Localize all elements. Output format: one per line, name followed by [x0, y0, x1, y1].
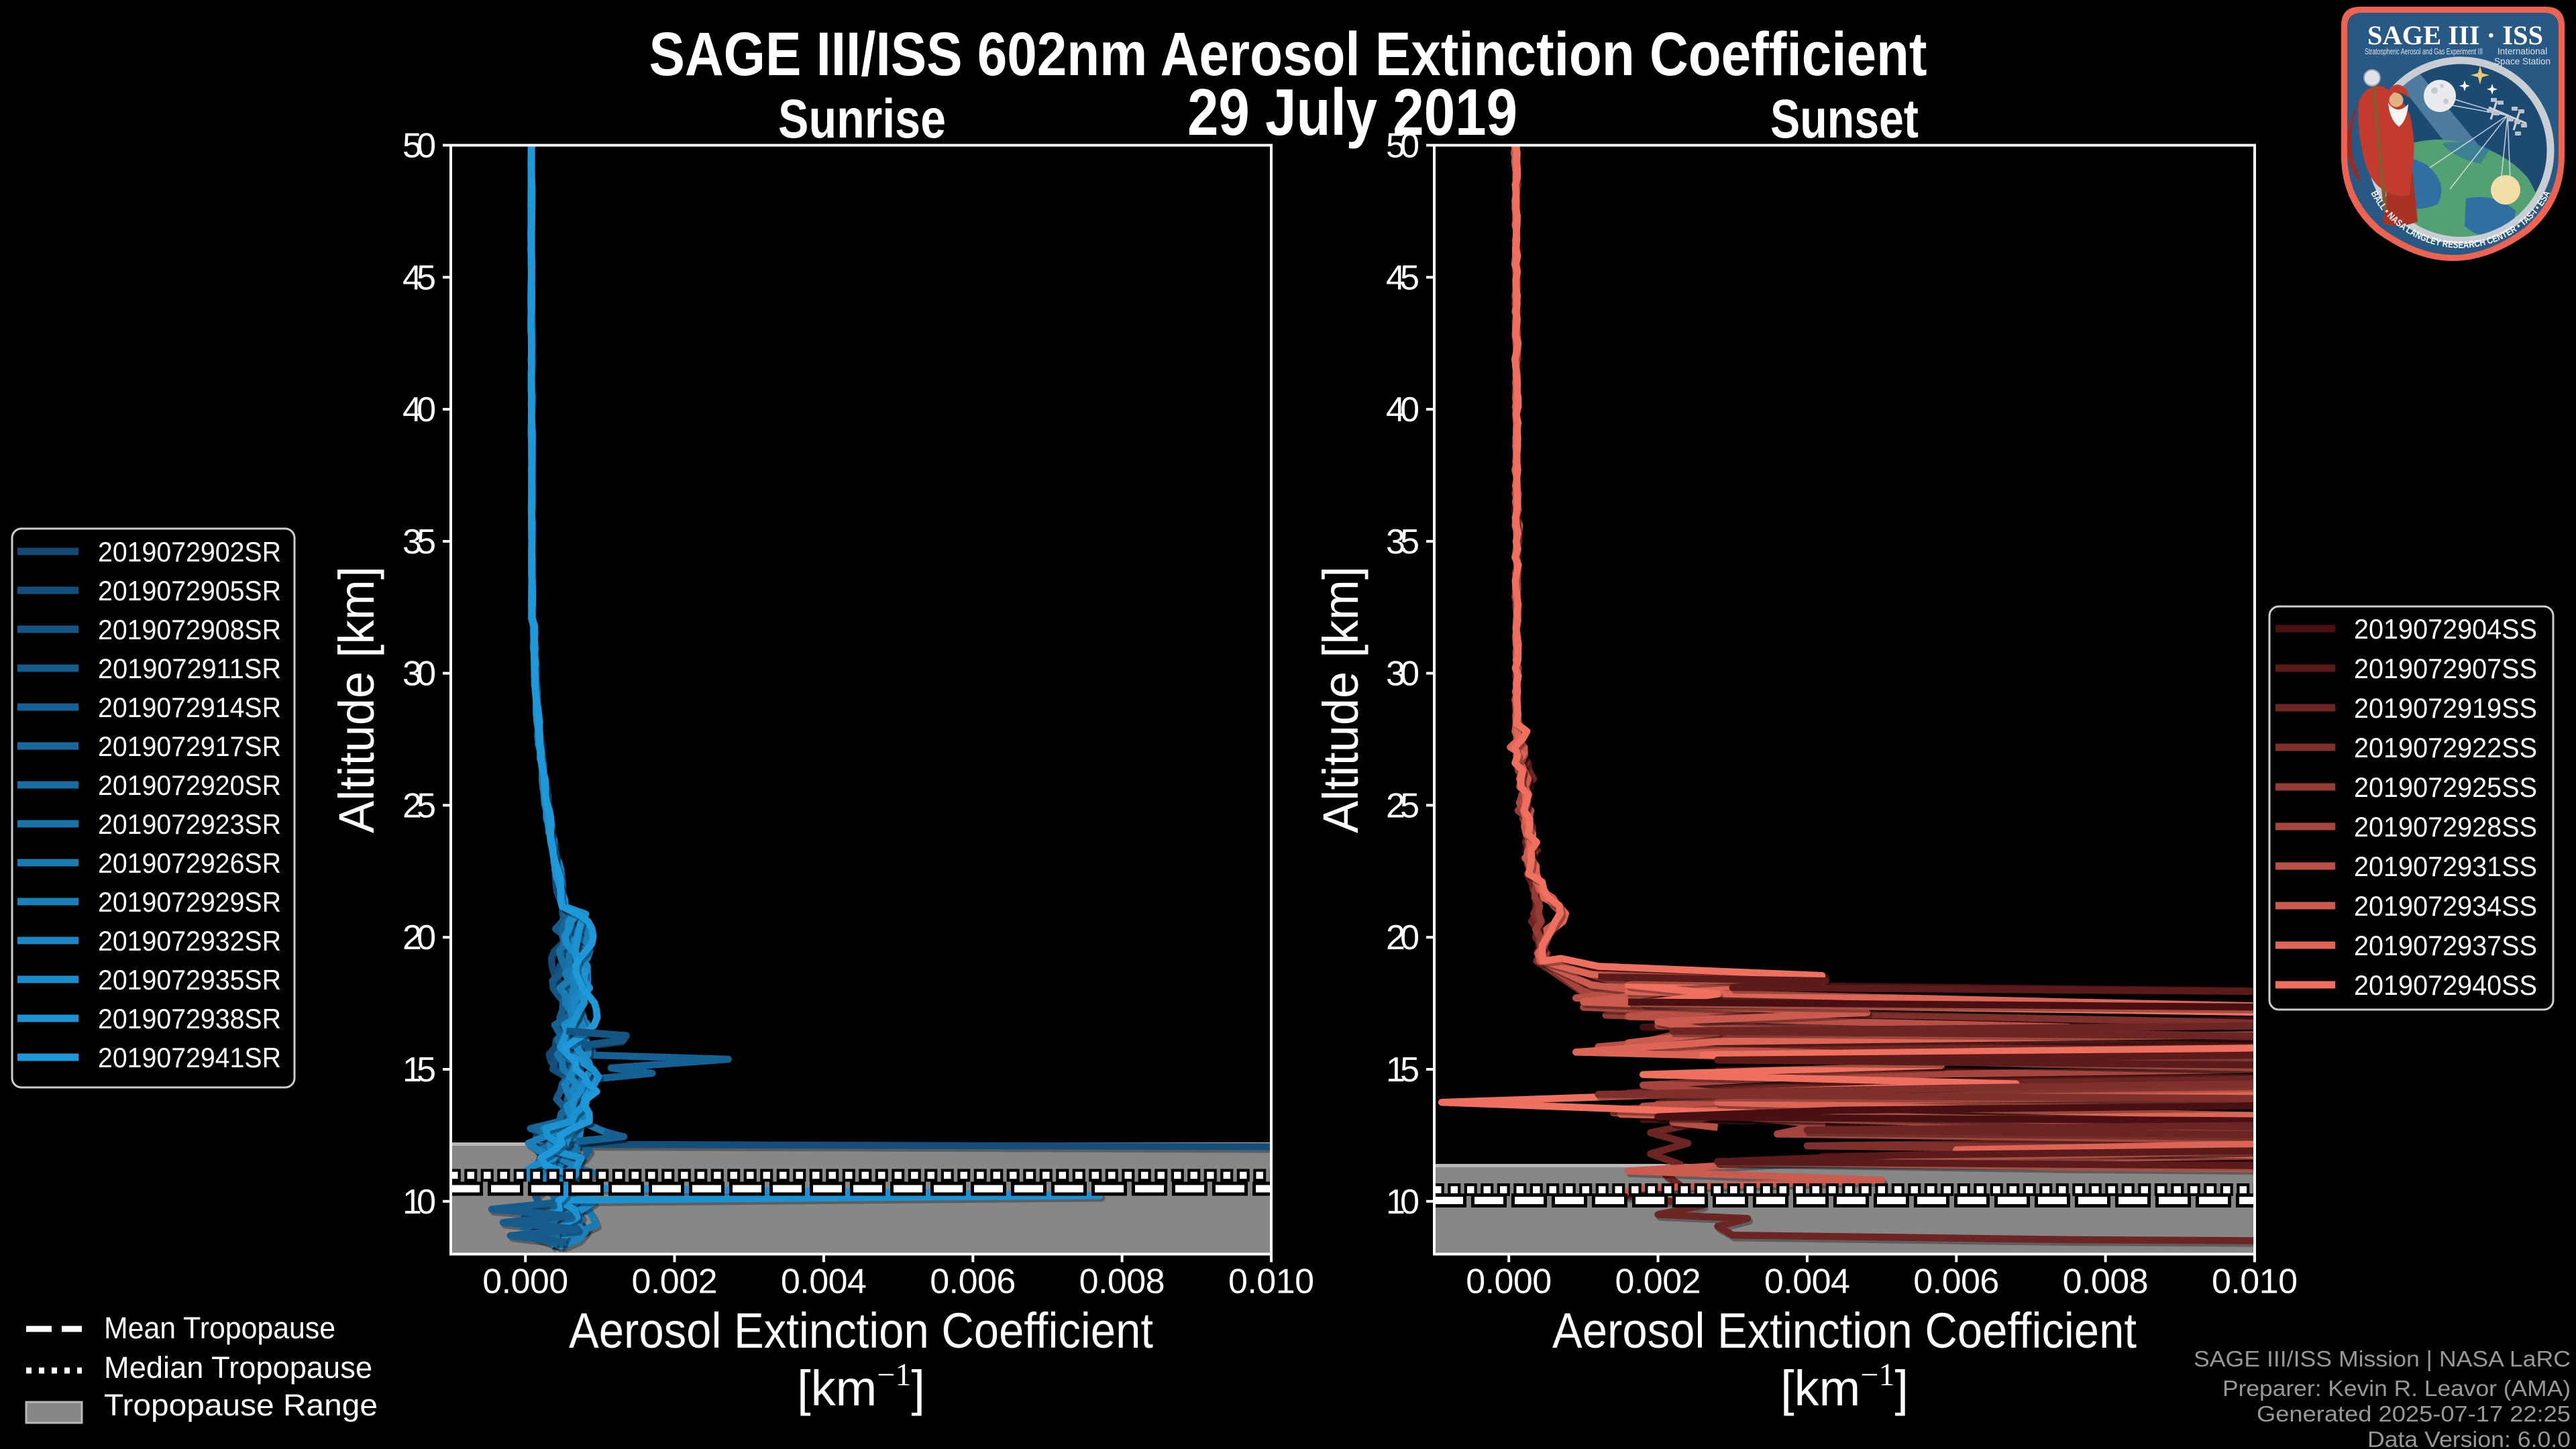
- svg-text:2019072923SR: 2019072923SR: [98, 808, 281, 840]
- svg-text:15: 15: [1386, 1051, 1419, 1089]
- svg-text:2019072914SR: 2019072914SR: [98, 692, 281, 723]
- svg-text:30: 30: [1386, 655, 1419, 694]
- svg-text:2019072917SR: 2019072917SR: [98, 731, 281, 762]
- svg-text:29 July 2019: 29 July 2019: [1187, 75, 1517, 149]
- svg-text:2019072937SS: 2019072937SS: [2354, 930, 2537, 961]
- svg-text:2019072931SS: 2019072931SS: [2354, 851, 2537, 882]
- svg-text:Preparer: Kevin R. Leavor (AMA: Preparer: Kevin R. Leavor (AMA): [2222, 1377, 2571, 1401]
- svg-text:10: 10: [1386, 1183, 1419, 1222]
- svg-text:0.002: 0.002: [1615, 1263, 1701, 1301]
- svg-text:Sunset: Sunset: [1770, 89, 1919, 150]
- svg-text:35: 35: [402, 523, 436, 561]
- svg-text:30: 30: [402, 655, 436, 694]
- svg-text:Sunrise: Sunrise: [778, 89, 946, 150]
- svg-text:Mean Tropopause: Mean Tropopause: [104, 1311, 335, 1345]
- svg-text:2019072905SR: 2019072905SR: [98, 575, 281, 606]
- svg-text:20: 20: [1386, 918, 1419, 957]
- svg-text:SAGE III/ISS Mission | NASA La: SAGE III/ISS Mission | NASA LaRC: [2194, 1347, 2571, 1372]
- svg-text:0.006: 0.006: [1913, 1263, 1999, 1301]
- svg-text:Space Station: Space Station: [2494, 56, 2551, 66]
- svg-text:2019072940SS: 2019072940SS: [2354, 969, 2537, 1001]
- svg-text:2019072934SS: 2019072934SS: [2354, 890, 2537, 922]
- svg-text:2019072911SR: 2019072911SR: [98, 653, 281, 684]
- svg-text:Data Version: 6.0.0: Data Version: 6.0.0: [2367, 1428, 2571, 1449]
- svg-text:45: 45: [402, 258, 436, 297]
- svg-text:20: 20: [402, 918, 436, 957]
- svg-text:0.008: 0.008: [2063, 1263, 2149, 1301]
- svg-text:Aerosol Extinction Coefficient: Aerosol Extinction Coefficient: [1552, 1303, 2137, 1358]
- svg-text:25: 25: [1386, 786, 1419, 825]
- svg-text:2019072941SR: 2019072941SR: [98, 1042, 281, 1073]
- svg-text:2019072902SR: 2019072902SR: [98, 536, 281, 568]
- svg-text:Generated 2025-07-17 22:25: Generated 2025-07-17 22:25: [2257, 1402, 2571, 1427]
- svg-text:0.004: 0.004: [1764, 1263, 1850, 1301]
- svg-text:International: International: [2498, 46, 2547, 56]
- svg-text:2019072935SR: 2019072935SR: [98, 964, 281, 996]
- svg-text:2019072932SR: 2019072932SR: [98, 925, 281, 957]
- svg-text:2019072908SR: 2019072908SR: [98, 614, 281, 645]
- svg-text:2019072904SS: 2019072904SS: [2354, 613, 2537, 645]
- svg-text:Aerosol Extinction Coefficient: Aerosol Extinction Coefficient: [569, 1303, 1153, 1358]
- svg-text:2019072922SS: 2019072922SS: [2354, 732, 2537, 763]
- svg-text:2019072919SS: 2019072919SS: [2354, 692, 2537, 724]
- svg-text:2019072907SS: 2019072907SS: [2354, 653, 2537, 684]
- svg-text:Altitude [km]: Altitude [km]: [1313, 566, 1368, 833]
- svg-text:Stratospheric Aerosol and Gas: Stratospheric Aerosol and Gas Experiment…: [2365, 46, 2483, 56]
- svg-text:Altitude [km]: Altitude [km]: [329, 566, 384, 833]
- svg-text:25: 25: [402, 786, 436, 825]
- svg-text:0.010: 0.010: [2212, 1263, 2298, 1301]
- svg-text:2019072920SR: 2019072920SR: [98, 769, 281, 801]
- svg-text:0.000: 0.000: [482, 1263, 568, 1301]
- svg-text:50: 50: [402, 127, 436, 166]
- svg-text:35: 35: [1386, 523, 1419, 561]
- svg-text:50: 50: [1386, 127, 1419, 166]
- svg-text:10: 10: [402, 1183, 436, 1222]
- svg-text:2019072925SS: 2019072925SS: [2354, 771, 2537, 803]
- svg-text:2019072938SR: 2019072938SR: [98, 1003, 281, 1034]
- svg-text:SAGE III · ISS: SAGE III · ISS: [2367, 20, 2543, 50]
- svg-text:2019072929SR: 2019072929SR: [98, 886, 281, 918]
- svg-text:SAGE III/ISS 602nm Aerosol Ext: SAGE III/ISS 602nm Aerosol Extinction Co…: [649, 20, 1927, 89]
- svg-text:0.006: 0.006: [930, 1263, 1016, 1301]
- svg-text:Median Tropopause: Median Tropopause: [104, 1350, 372, 1385]
- svg-text:0.010: 0.010: [1228, 1263, 1314, 1301]
- svg-text:2019072928SS: 2019072928SS: [2354, 811, 2537, 843]
- svg-text:Tropopause Range: Tropopause Range: [104, 1388, 378, 1422]
- svg-text:15: 15: [402, 1051, 436, 1089]
- svg-text:0.000: 0.000: [1466, 1263, 1552, 1301]
- svg-text:2019072926SR: 2019072926SR: [98, 847, 281, 879]
- svg-text:0.008: 0.008: [1079, 1263, 1165, 1301]
- svg-text:0.002: 0.002: [632, 1263, 718, 1301]
- svg-text:45: 45: [1386, 258, 1419, 297]
- svg-text:40: 40: [1386, 390, 1419, 429]
- svg-text:0.004: 0.004: [781, 1263, 867, 1301]
- svg-text:40: 40: [402, 390, 436, 429]
